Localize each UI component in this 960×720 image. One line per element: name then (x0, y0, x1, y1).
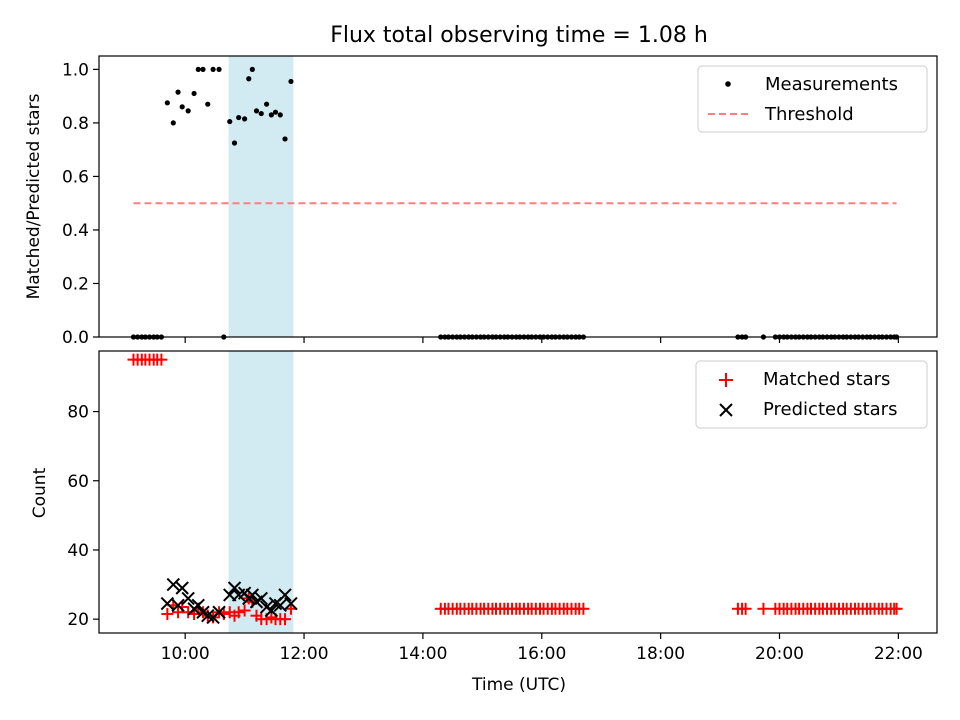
measurement-point (242, 116, 248, 122)
predicted-stars-point (212, 605, 226, 619)
predicted-stars-point (175, 581, 189, 595)
matched-stars-point (577, 602, 590, 615)
predicted-stars-point (254, 591, 268, 606)
y-tick-label: 40 (67, 541, 89, 561)
legend-measurements-marker (725, 81, 731, 87)
measurement-point (249, 66, 255, 72)
measurement-point (216, 66, 222, 72)
measurement-point (210, 66, 216, 72)
measurement-point (175, 89, 181, 95)
predicted-stars-point (264, 603, 279, 618)
measurement-point (205, 101, 211, 107)
measurement-point (191, 90, 197, 97)
top-panel-ylabel: Matched/Predicted stars (24, 93, 44, 299)
matched-stars-point (890, 602, 903, 615)
predicted-stars-point (273, 598, 287, 613)
y-tick-label: 60 (67, 472, 89, 492)
measurement-point (268, 112, 274, 118)
measurement-point (185, 108, 191, 114)
predicted-stars-point (171, 598, 185, 613)
y-tick-label: 0.8 (62, 114, 89, 134)
y-tick-label: 0.4 (62, 221, 89, 241)
x-tick-label: 14:00 (398, 644, 447, 664)
y-tick-label: 0.2 (62, 274, 89, 294)
x-tick-label: 16:00 (517, 644, 566, 664)
measurement-point (272, 109, 279, 115)
matched-stars-point (182, 606, 195, 619)
measurement-point (236, 114, 242, 121)
measurement-point (246, 76, 252, 82)
bottom-legend-box (695, 360, 928, 429)
x-tick-label: 22:00 (874, 644, 923, 664)
measurement-point (288, 78, 294, 85)
measurement-point (264, 101, 270, 107)
top-legend-box (697, 65, 928, 133)
bottom-panel: 10:00 12:00 14:00 16:00 18:00 20:00 22:00 20 40 6… (30, 350, 938, 695)
y-tick-label: 80 (67, 403, 89, 423)
measurement-point (282, 136, 288, 142)
measurement-point (258, 110, 264, 117)
matched-stars-point (232, 606, 245, 619)
predicted-stars-point (160, 596, 175, 611)
legend-matched-label: Matched stars (763, 369, 890, 390)
top-legend: Measurements Threshold (697, 65, 928, 133)
x-tick-label: 10:00 (161, 644, 210, 664)
matched-stars-point (279, 613, 292, 626)
matched-stars-point (161, 607, 174, 620)
x-tick-label: 18:00 (636, 644, 685, 664)
legend-predicted-marker (719, 403, 733, 417)
measurement-point (200, 66, 206, 72)
legend-threshold-label: Threshold (764, 104, 854, 125)
measurement-point (170, 120, 176, 126)
matched-stars-point (757, 602, 770, 615)
legend-matched-marker (719, 373, 733, 387)
bottom-legend: Matched stars Predicted stars (695, 360, 928, 429)
matched-stars-point (238, 604, 251, 617)
legend-predicted-label: Predicted stars (763, 399, 897, 420)
measurement-point (195, 66, 201, 72)
x-axis-label: Time (UTC) (471, 675, 566, 695)
bottom-panel-ylabel: Count (30, 467, 50, 518)
predicted-stars-point (166, 577, 180, 592)
observing-window-span (228, 56, 294, 337)
observing-window-span (228, 351, 294, 633)
legend-measurements-label: Measurements (765, 74, 898, 95)
x-tick-label: 20:00 (755, 644, 804, 664)
bottom-panel-frame (98, 350, 938, 634)
matched-stars-point (155, 353, 168, 366)
top-panel-frame (98, 55, 938, 338)
y-tick-label: 0.6 (62, 167, 89, 187)
predicted-stars-point (181, 591, 195, 606)
measurement-point (253, 108, 260, 114)
y-tick-label: 0.0 (62, 328, 89, 348)
predicted-stars-point (227, 581, 242, 595)
measurement-point (227, 118, 233, 125)
predicted-stars-point (278, 588, 292, 602)
measurement-point (231, 140, 238, 146)
measurement-point (179, 104, 185, 110)
y-tick-label: 20 (67, 610, 89, 630)
predicted-stars-point (284, 596, 298, 611)
measurement-point (277, 112, 283, 118)
chart-title: Flux total observing time = 1.08 h (330, 23, 708, 48)
x-tick-label: 12:00 (280, 644, 329, 664)
predicted-stars-point (245, 588, 260, 602)
y-tick-label: 1.0 (62, 60, 89, 80)
measurement-point (164, 100, 170, 106)
matched-stars-point (739, 602, 752, 615)
top-panel: 0.0 0.2 0.4 0.6 0.8 1.0 Matched/Predicted sta… (24, 55, 938, 348)
